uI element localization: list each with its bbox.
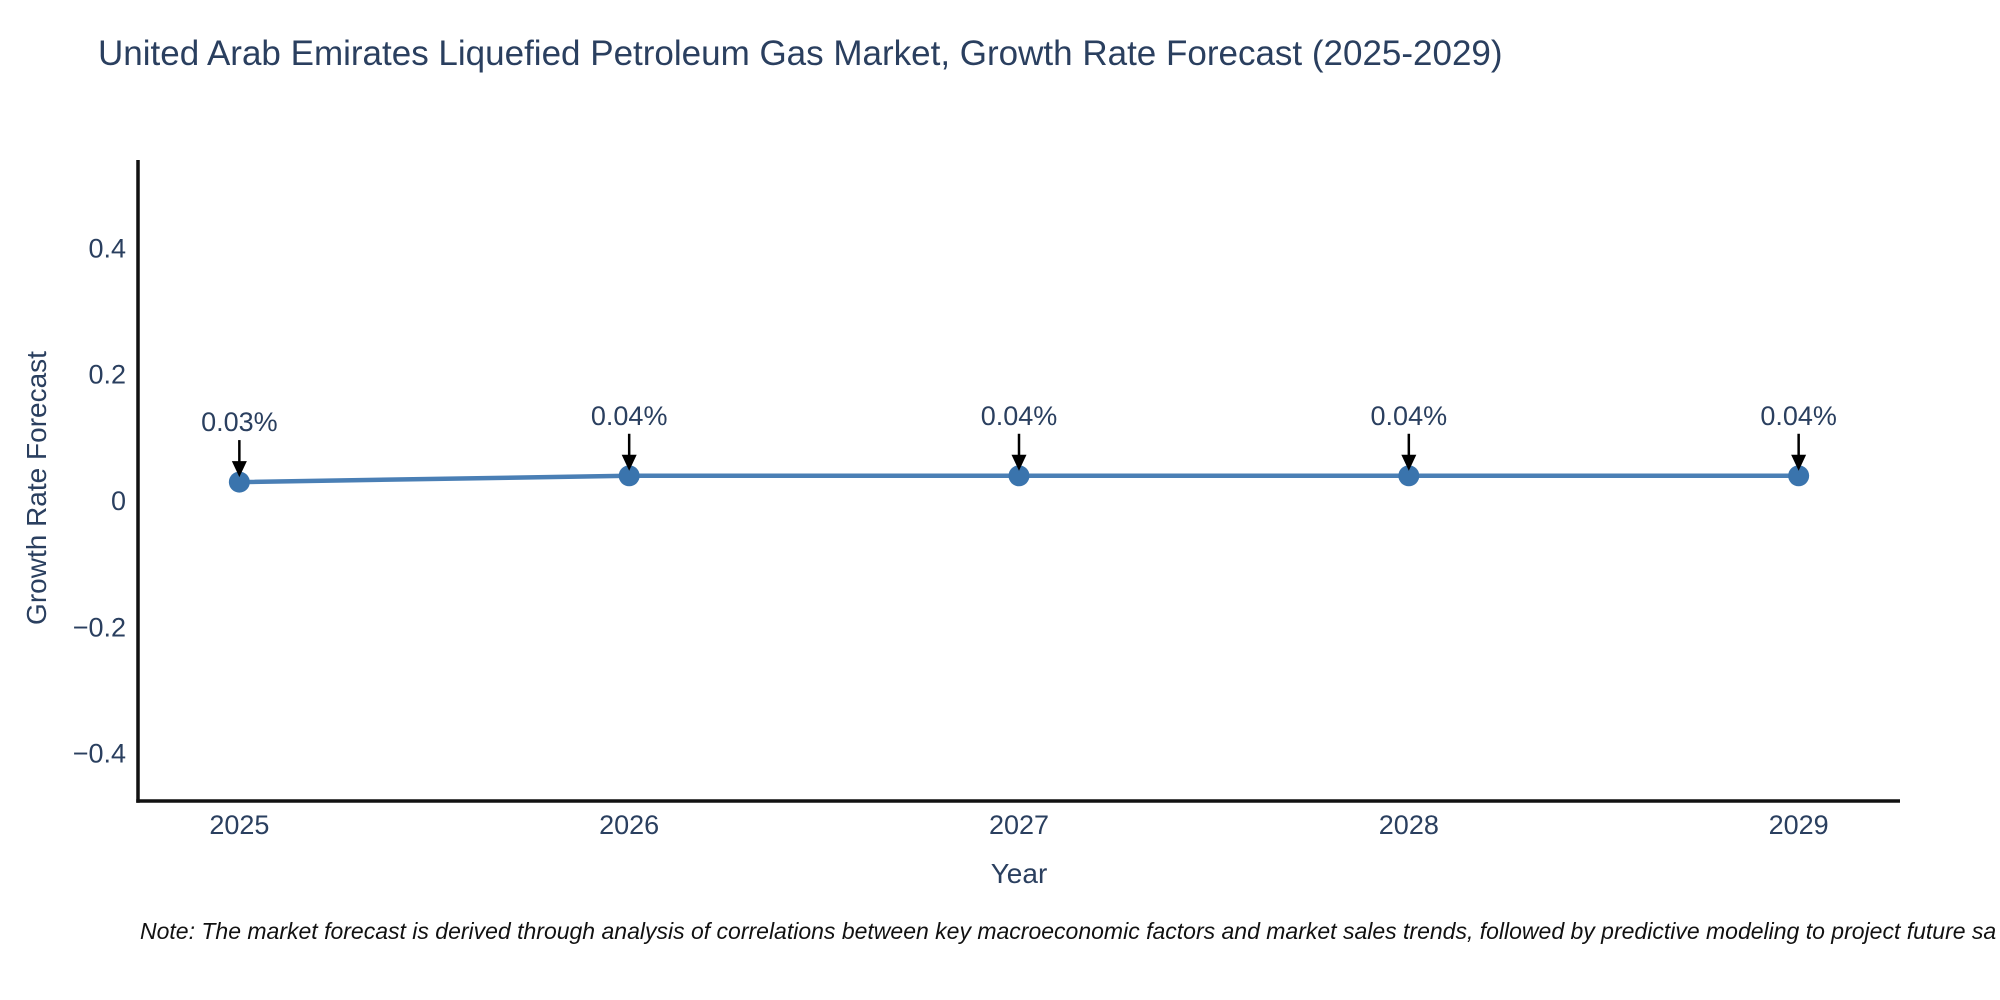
y-tick-label: −0.4: [73, 739, 126, 769]
annotation-label: 0.04%: [591, 401, 668, 431]
data-point-marker[interactable]: [228, 471, 250, 493]
y-tick-label: 0: [111, 486, 126, 516]
data-point-marker[interactable]: [1788, 465, 1810, 487]
chart-title: United Arab Emirates Liquefied Petroleum…: [98, 34, 1503, 73]
annotation-label: 0.04%: [981, 401, 1058, 431]
data-point-marker[interactable]: [1008, 465, 1030, 487]
x-axis-title: Year: [990, 858, 1048, 889]
x-tick-label: 2026: [599, 810, 659, 840]
annotation-label: 0.04%: [1371, 401, 1448, 431]
x-tick-label: 2025: [209, 810, 269, 840]
x-tick-label: 2028: [1379, 810, 1439, 840]
annotation-arrowhead-icon: [1791, 454, 1807, 471]
annotation-label: 0.03%: [201, 407, 278, 437]
annotation-arrowhead-icon: [1401, 454, 1417, 471]
x-tick-label: 2029: [1769, 810, 1829, 840]
y-tick-label: 0.2: [88, 360, 126, 390]
annotation-label: 0.04%: [1760, 401, 1837, 431]
annotation-arrowhead-icon: [621, 454, 637, 471]
data-point-marker[interactable]: [618, 465, 640, 487]
y-tick-label: 0.4: [88, 233, 126, 263]
y-tick-label: −0.2: [73, 612, 126, 642]
x-tick-label: 2027: [989, 810, 1049, 840]
footnote: Note: The market forecast is derived thr…: [140, 918, 1997, 944]
annotation-arrowhead-icon: [231, 461, 247, 478]
data-point-marker[interactable]: [1398, 465, 1420, 487]
annotation-arrowhead-icon: [1011, 454, 1027, 471]
